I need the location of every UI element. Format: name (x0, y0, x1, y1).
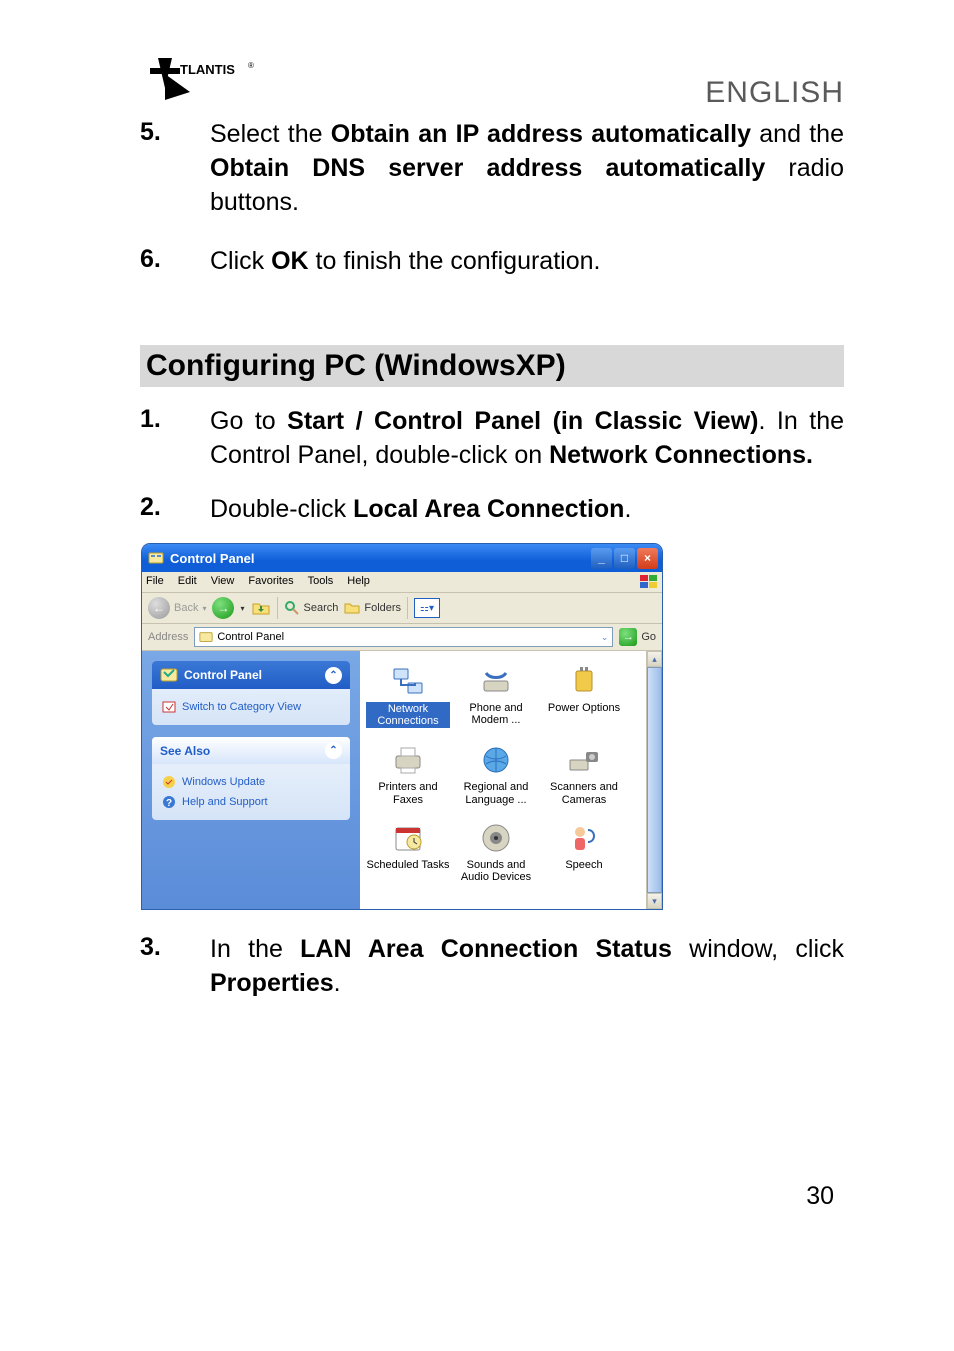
menu-help[interactable]: Help (347, 575, 370, 589)
menu-view[interactable]: View (211, 575, 235, 589)
svg-text:TLANTIS: TLANTIS (180, 62, 235, 77)
xp-side-panel: Control Panel ⌃ Switch to Category View … (142, 651, 360, 909)
step-text: Double-click Local Area Connection. (210, 493, 844, 527)
step-row: 2.Double-click Local Area Connection. (140, 493, 844, 527)
language-label: ENGLISH (705, 76, 844, 110)
atlantis-logo: TLANTIS ® LAND (140, 50, 260, 110)
menu-edit[interactable]: Edit (178, 575, 197, 589)
cp-item-label: Power Options (542, 702, 626, 714)
cp-item-label: Regional and Language ... (454, 781, 538, 805)
cp-item-label: Scanners and Cameras (542, 781, 626, 805)
cp-item[interactable]: Phone and Modem ... (452, 659, 540, 738)
step-number: 1. (140, 405, 210, 473)
back-button: ← Back ▾ (148, 597, 206, 619)
search-icon (284, 600, 300, 616)
cp-item-label: Network Connections (366, 702, 450, 728)
step-number: 2. (140, 493, 210, 527)
cp-item-icon (566, 820, 602, 856)
control-panel-pane-icon (160, 666, 178, 684)
help-support-link[interactable]: ? Help and Support (162, 792, 340, 812)
side-pane-see-also: See Also ⌃ Windows Update ? Help and Sup… (152, 737, 350, 820)
step-row: 3.In the LAN Area Connection Status wind… (140, 933, 844, 1001)
see-also-title: See Also (160, 744, 210, 758)
xp-window-title: Control Panel (170, 551, 255, 566)
cp-item-label: Scheduled Tasks (366, 859, 450, 871)
step-number: 5. (140, 118, 210, 219)
xp-address-bar: Address Control Panel ⌄ → Go (142, 624, 662, 651)
step-text: In the LAN Area Connection Status window… (210, 933, 844, 1001)
step-row: 5.Select the Obtain an IP address automa… (140, 118, 844, 219)
cp-item-icon (390, 742, 426, 778)
address-label: Address (148, 631, 188, 643)
cp-item-label: Phone and Modem ... (454, 702, 538, 726)
cp-item[interactable]: Regional and Language ... (452, 738, 540, 815)
cp-item[interactable]: Scheduled Tasks (364, 816, 452, 893)
collapse-icon[interactable]: ⌃ (325, 667, 342, 684)
page-number: 30 (806, 1182, 834, 1211)
cp-item-icon (566, 742, 602, 778)
cp-item-icon (478, 742, 514, 778)
step-text: Go to Start / Control Panel (in Classic … (210, 405, 844, 473)
xp-titlebar: Control Panel _ □ × (142, 544, 662, 572)
step-row: 1.Go to Start / Control Panel (in Classi… (140, 405, 844, 473)
cp-item-label: Speech (542, 859, 626, 871)
cp-item[interactable]: Scanners and Cameras (540, 738, 628, 815)
windows-update-icon (162, 775, 176, 789)
svg-text:LAND: LAND (184, 78, 209, 88)
svg-text:®: ® (248, 61, 254, 70)
cp-item-icon (390, 820, 426, 856)
maximize-button[interactable]: □ (614, 548, 635, 569)
control-panel-icon (148, 550, 164, 566)
windows-update-link[interactable]: Windows Update (162, 772, 340, 792)
xp-icons-area: Network ConnectionsPhone and Modem ... Po… (360, 651, 646, 909)
xp-scrollbar[interactable]: ▴ ▾ (646, 651, 662, 909)
cp-item-icon (566, 663, 602, 699)
search-button[interactable]: Search (284, 600, 339, 616)
cp-item-icon (478, 663, 514, 699)
up-folder-icon[interactable] (251, 598, 271, 618)
svg-text:?: ? (166, 798, 172, 809)
help-icon: ? (162, 795, 176, 809)
cp-item[interactable]: Sounds and Audio Devices (452, 816, 540, 893)
xp-control-panel-window: Control Panel _ □ × File Edit View Favor… (142, 544, 662, 909)
scroll-thumb[interactable] (647, 667, 662, 893)
folders-icon (344, 600, 360, 616)
cp-item[interactable]: Speech (540, 816, 628, 893)
side-pane-control-panel: Control Panel ⌃ Switch to Category View (152, 661, 350, 725)
scroll-down-button[interactable]: ▾ (647, 893, 662, 909)
step-number: 6. (140, 245, 210, 279)
xp-menubar: File Edit View Favorites Tools Help (142, 572, 662, 593)
close-button[interactable]: × (637, 548, 658, 569)
cp-item-icon (390, 663, 426, 699)
menu-favorites[interactable]: Favorites (248, 575, 293, 589)
cp-item-label: Sounds and Audio Devices (454, 859, 538, 883)
cp-item[interactable]: Power Options (540, 659, 628, 738)
xp-toolbar: ← Back ▾ → ▾ Search Folders ⚏▾ (142, 593, 662, 624)
address-field[interactable]: Control Panel ⌄ (194, 627, 613, 647)
views-button[interactable]: ⚏▾ (414, 598, 440, 618)
minimize-button[interactable]: _ (591, 548, 612, 569)
step-text: Select the Obtain an IP address automati… (210, 118, 844, 219)
menu-file[interactable]: File (146, 575, 164, 589)
switch-view-icon (162, 700, 176, 714)
cp-item[interactable]: Printers and Faxes (364, 738, 452, 815)
cp-item-label: Printers and Faxes (366, 781, 450, 805)
step-row: 6.Click OK to finish the configuration. (140, 245, 844, 279)
step-text: Click OK to finish the configuration. (210, 245, 844, 279)
windows-flag-icon (640, 575, 658, 589)
side-pane-title: Control Panel (184, 668, 262, 682)
folders-button[interactable]: Folders (344, 600, 401, 616)
step-number: 3. (140, 933, 210, 1001)
cp-item-icon (478, 820, 514, 856)
go-button[interactable]: → Go (619, 628, 656, 646)
scroll-up-button[interactable]: ▴ (647, 651, 662, 667)
forward-button[interactable]: → (212, 597, 234, 619)
switch-category-view-link[interactable]: Switch to Category View (162, 697, 340, 717)
section-title: Configuring PC (WindowsXP) (140, 345, 844, 387)
menu-tools[interactable]: Tools (308, 575, 334, 589)
collapse-icon[interactable]: ⌃ (325, 742, 342, 759)
cp-item[interactable]: Network Connections (364, 659, 452, 738)
control-panel-small-icon (199, 630, 213, 644)
